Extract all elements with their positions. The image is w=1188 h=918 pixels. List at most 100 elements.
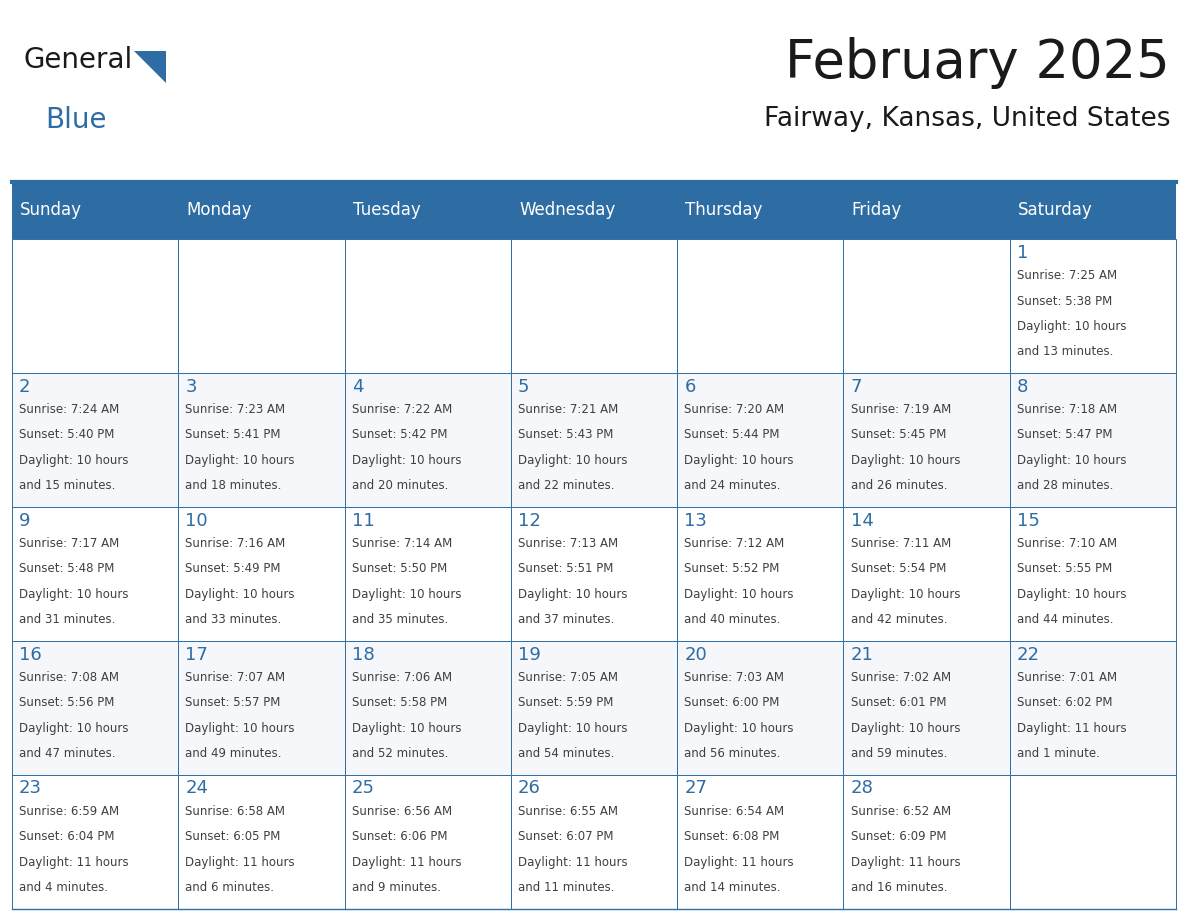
Text: and 42 minutes.: and 42 minutes.	[851, 613, 947, 626]
Text: Sunset: 5:55 PM: Sunset: 5:55 PM	[1017, 563, 1112, 576]
Text: Sunset: 5:42 PM: Sunset: 5:42 PM	[352, 429, 447, 442]
Text: Thursday: Thursday	[685, 201, 763, 219]
Text: Sunset: 5:57 PM: Sunset: 5:57 PM	[185, 697, 280, 710]
Bar	[1010, 641, 1176, 775]
Text: Sunrise: 6:58 AM: Sunrise: 6:58 AM	[185, 805, 285, 818]
Bar	[677, 239, 843, 373]
Text: Tuesday: Tuesday	[353, 201, 421, 219]
Text: 15: 15	[1017, 511, 1040, 530]
Bar	[178, 641, 345, 775]
Text: Daylight: 10 hours: Daylight: 10 hours	[518, 722, 627, 734]
Bar	[511, 507, 677, 641]
Text: Sunset: 5:38 PM: Sunset: 5:38 PM	[1017, 295, 1112, 308]
Text: Sunrise: 6:56 AM: Sunrise: 6:56 AM	[352, 805, 451, 818]
Text: Sunset: 5:51 PM: Sunset: 5:51 PM	[518, 563, 613, 576]
Text: Sunrise: 6:54 AM: Sunrise: 6:54 AM	[684, 805, 784, 818]
Text: Sunset: 5:45 PM: Sunset: 5:45 PM	[851, 429, 946, 442]
Text: Sunset: 5:50 PM: Sunset: 5:50 PM	[352, 563, 447, 576]
Text: Sunrise: 7:17 AM: Sunrise: 7:17 AM	[19, 537, 119, 550]
Bar	[178, 775, 345, 909]
Text: and 47 minutes.: and 47 minutes.	[19, 747, 115, 760]
Text: and 49 minutes.: and 49 minutes.	[185, 747, 282, 760]
Text: Sunrise: 7:21 AM: Sunrise: 7:21 AM	[518, 403, 618, 416]
Text: 14: 14	[851, 511, 873, 530]
Text: and 56 minutes.: and 56 minutes.	[684, 747, 781, 760]
Text: Sunset: 6:09 PM: Sunset: 6:09 PM	[851, 831, 946, 844]
Text: 17: 17	[185, 645, 208, 664]
Bar	[677, 775, 843, 909]
Text: Sunset: 5:40 PM: Sunset: 5:40 PM	[19, 429, 114, 442]
Text: Sunrise: 7:16 AM: Sunrise: 7:16 AM	[185, 537, 285, 550]
Bar	[1010, 507, 1176, 641]
Bar	[677, 373, 843, 507]
Text: Sunset: 5:41 PM: Sunset: 5:41 PM	[185, 429, 280, 442]
Text: Sunset: 5:47 PM: Sunset: 5:47 PM	[1017, 429, 1112, 442]
Bar	[843, 507, 1010, 641]
Text: Sunset: 6:08 PM: Sunset: 6:08 PM	[684, 831, 779, 844]
Text: 4: 4	[352, 377, 364, 396]
Text: Sunset: 6:05 PM: Sunset: 6:05 PM	[185, 831, 280, 844]
Text: February 2025: February 2025	[785, 37, 1170, 89]
Text: 20: 20	[684, 645, 707, 664]
Text: Blue: Blue	[45, 106, 107, 134]
Text: 9: 9	[19, 511, 31, 530]
Text: and 6 minutes.: and 6 minutes.	[185, 881, 274, 894]
Text: 7: 7	[851, 377, 862, 396]
Bar	[511, 641, 677, 775]
Text: 27: 27	[684, 779, 707, 798]
Text: Daylight: 10 hours: Daylight: 10 hours	[684, 453, 794, 467]
Text: Sunrise: 6:55 AM: Sunrise: 6:55 AM	[518, 805, 618, 818]
Text: Daylight: 10 hours: Daylight: 10 hours	[1017, 320, 1126, 333]
Text: Daylight: 10 hours: Daylight: 10 hours	[1017, 453, 1126, 467]
Bar	[178, 507, 345, 641]
Text: Sunrise: 7:22 AM: Sunrise: 7:22 AM	[352, 403, 451, 416]
Text: Sunrise: 7:14 AM: Sunrise: 7:14 AM	[352, 537, 451, 550]
Bar	[12, 182, 1176, 239]
Text: 5: 5	[518, 377, 530, 396]
Text: Sunrise: 7:01 AM: Sunrise: 7:01 AM	[1017, 671, 1117, 684]
Text: Daylight: 11 hours: Daylight: 11 hours	[185, 856, 295, 868]
Text: General: General	[24, 46, 133, 74]
Text: Sunset: 6:07 PM: Sunset: 6:07 PM	[518, 831, 613, 844]
Text: Daylight: 10 hours: Daylight: 10 hours	[1017, 588, 1126, 601]
Text: Daylight: 11 hours: Daylight: 11 hours	[684, 856, 794, 868]
Text: and 35 minutes.: and 35 minutes.	[352, 613, 448, 626]
Text: Sunrise: 7:23 AM: Sunrise: 7:23 AM	[185, 403, 285, 416]
Text: Daylight: 10 hours: Daylight: 10 hours	[684, 588, 794, 601]
Text: Daylight: 10 hours: Daylight: 10 hours	[19, 722, 128, 734]
Text: 2: 2	[19, 377, 31, 396]
Text: and 22 minutes.: and 22 minutes.	[518, 479, 614, 492]
Text: and 59 minutes.: and 59 minutes.	[851, 747, 947, 760]
Text: 10: 10	[185, 511, 208, 530]
Text: Daylight: 10 hours: Daylight: 10 hours	[19, 588, 128, 601]
Text: and 44 minutes.: and 44 minutes.	[1017, 613, 1113, 626]
Text: and 4 minutes.: and 4 minutes.	[19, 881, 108, 894]
Text: Sunrise: 7:11 AM: Sunrise: 7:11 AM	[851, 537, 950, 550]
Bar	[1010, 239, 1176, 373]
Text: and 52 minutes.: and 52 minutes.	[352, 747, 448, 760]
Text: and 24 minutes.: and 24 minutes.	[684, 479, 781, 492]
Text: Daylight: 10 hours: Daylight: 10 hours	[352, 588, 461, 601]
Text: Sunrise: 7:06 AM: Sunrise: 7:06 AM	[352, 671, 451, 684]
Text: and 15 minutes.: and 15 minutes.	[19, 479, 115, 492]
Bar	[12, 373, 178, 507]
Text: Daylight: 10 hours: Daylight: 10 hours	[851, 588, 960, 601]
Text: Daylight: 10 hours: Daylight: 10 hours	[684, 722, 794, 734]
Text: Saturday: Saturday	[1018, 201, 1093, 219]
Bar	[511, 373, 677, 507]
Text: and 13 minutes.: and 13 minutes.	[1017, 345, 1113, 358]
Text: 13: 13	[684, 511, 707, 530]
Text: Daylight: 11 hours: Daylight: 11 hours	[1017, 722, 1126, 734]
Bar	[843, 775, 1010, 909]
Text: Sunset: 5:48 PM: Sunset: 5:48 PM	[19, 563, 114, 576]
Text: Sunrise: 7:05 AM: Sunrise: 7:05 AM	[518, 671, 618, 684]
Text: Sunset: 5:56 PM: Sunset: 5:56 PM	[19, 697, 114, 710]
Text: Sunrise: 7:02 AM: Sunrise: 7:02 AM	[851, 671, 950, 684]
Text: Sunset: 5:54 PM: Sunset: 5:54 PM	[851, 563, 946, 576]
Text: Sunset: 5:49 PM: Sunset: 5:49 PM	[185, 563, 280, 576]
Bar	[677, 641, 843, 775]
Text: Daylight: 10 hours: Daylight: 10 hours	[352, 453, 461, 467]
Text: Daylight: 10 hours: Daylight: 10 hours	[19, 453, 128, 467]
Text: Sunrise: 7:20 AM: Sunrise: 7:20 AM	[684, 403, 784, 416]
Text: Sunset: 5:43 PM: Sunset: 5:43 PM	[518, 429, 613, 442]
